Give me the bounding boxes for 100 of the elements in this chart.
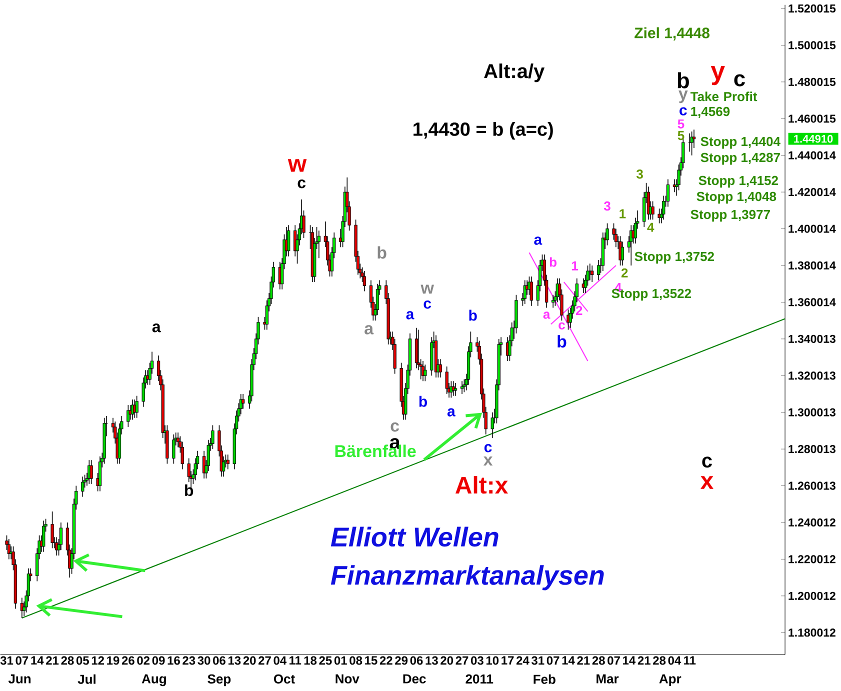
- candlestick: [662, 196, 666, 220]
- y-tick-label: 1.240012: [788, 518, 836, 527]
- candlestick: [81, 476, 84, 498]
- y-tick-label: 1.260013: [788, 482, 836, 490]
- x-tick-label: 01: [334, 656, 347, 665]
- x2-tick-label: Apr: [659, 674, 682, 686]
- x-tick-label: 27: [258, 656, 271, 665]
- x-tick-label: 23: [182, 656, 196, 665]
- x2-tick-label: Mar: [596, 674, 619, 684]
- annotation: Finanzmarktanalysen: [330, 565, 604, 590]
- annotation: Stopp 1,3977: [690, 210, 770, 222]
- candlestick: [135, 396, 138, 418]
- x2-tick-label: Jul: [78, 674, 96, 684]
- x-tick-label: 12: [92, 656, 104, 665]
- x-tick-label: 06: [213, 656, 226, 665]
- x-tick-label: 29: [395, 656, 408, 665]
- annotation: c: [558, 322, 565, 330]
- x-tick-label: 25: [319, 656, 332, 665]
- annotation: w: [420, 284, 434, 294]
- x2-tick-label: Aug: [142, 674, 166, 686]
- x-tick-label: 31: [532, 656, 544, 665]
- annotation: Alt:x: [455, 476, 508, 494]
- annotation: 2: [576, 306, 582, 316]
- candlestick: [226, 454, 230, 470]
- x2-tick-label: Jun: [8, 674, 31, 684]
- x-tick-label: 07: [16, 656, 28, 665]
- candlestick: [606, 223, 609, 246]
- y-tick-label: 1.180012: [788, 628, 836, 637]
- annotation: c: [702, 456, 712, 468]
- annotation: b: [469, 310, 477, 321]
- annotation: b: [419, 396, 427, 408]
- annotation: Elliott Wellen: [330, 527, 498, 547]
- annotation: 1: [620, 209, 626, 218]
- candlestick: [424, 364, 427, 382]
- annotation: 2: [621, 268, 628, 278]
- x2-tick-label: Feb: [534, 674, 556, 684]
- x-tick-label: 02: [137, 656, 150, 665]
- annotation: Alt:a/y: [484, 64, 545, 82]
- x-tick-label: 27: [456, 656, 468, 665]
- x-tick-label: 24: [516, 656, 530, 665]
- x-tick-label: 14: [623, 656, 636, 665]
- y-tick-label: 1.500015: [788, 41, 836, 50]
- annotation: b: [378, 246, 386, 259]
- x-tick-label: 20: [243, 656, 256, 665]
- candlestick: [490, 412, 494, 439]
- annotation: b: [678, 72, 689, 89]
- annotation: Stopp 1,4152: [698, 176, 778, 188]
- candlestick: [317, 230, 321, 259]
- candlestick: [172, 434, 176, 464]
- annotation: c: [424, 300, 432, 309]
- y-tick-label: 1.400014: [788, 224, 836, 234]
- y-tick-label: 1.460015: [788, 114, 836, 123]
- y-tick-label: 1.520015: [788, 4, 836, 13]
- candlestick: [690, 131, 694, 156]
- candlestick: [438, 358, 442, 378]
- x-tick-label: 07: [546, 656, 560, 665]
- x-tick-label: 28: [61, 656, 74, 665]
- annotation: Ziel 1,4448: [634, 27, 710, 41]
- candlestick: [126, 404, 130, 428]
- candlestick: [460, 380, 464, 395]
- annotation: y: [678, 90, 688, 104]
- x-tick-label: 26: [122, 656, 134, 665]
- candlestick: [98, 456, 102, 492]
- x-tick-label: 16: [168, 656, 180, 665]
- y-tick-label: 1.220012: [788, 555, 836, 564]
- x-tick-label: 13: [228, 656, 241, 665]
- annotation: Take Profit 1,4569: [690, 92, 758, 118]
- x-tick-label: 28: [653, 656, 666, 665]
- x2-tick-label: Nov: [336, 674, 360, 684]
- x-tick-label: 21: [577, 656, 590, 665]
- x-tick-label: 31: [0, 656, 14, 665]
- annotation: c: [390, 422, 400, 432]
- annotation: a: [534, 236, 542, 246]
- y-tick-label: 1.480015: [788, 78, 836, 86]
- x2-tick-label: Dec: [403, 674, 426, 684]
- y-tick-label: 1.440014: [788, 151, 836, 160]
- x-tick-label: 15: [365, 656, 378, 665]
- x-tick-label: 28: [592, 656, 605, 665]
- x2-tick-label: Sep: [208, 674, 231, 686]
- annotation: 4: [647, 223, 654, 232]
- x-tick-label: 11: [290, 656, 302, 665]
- annotation: b: [550, 257, 557, 267]
- y-tick-label: 1.340013: [788, 335, 836, 344]
- y-tick-label: 1.200012: [788, 592, 836, 600]
- candlestick: [618, 236, 622, 266]
- x-tick-label: 07: [608, 656, 620, 665]
- x-tick-label: 19: [107, 656, 120, 665]
- x-tick-label: 04: [668, 656, 682, 665]
- annotation: w: [288, 159, 307, 172]
- y-tick-label: 1.360014: [788, 298, 836, 306]
- x-tick-label: 21: [638, 656, 650, 665]
- x-tick-label: 11: [684, 656, 696, 665]
- annotation: b: [558, 335, 566, 348]
- annotation: x: [700, 476, 714, 490]
- annotation: Stopp 1,4287: [700, 153, 780, 165]
- candlestick: [597, 260, 600, 281]
- candlestick: [530, 276, 533, 306]
- x-tick-label: 06: [410, 656, 423, 665]
- annotation: y: [710, 66, 725, 86]
- x-tick-label: 21: [46, 656, 59, 665]
